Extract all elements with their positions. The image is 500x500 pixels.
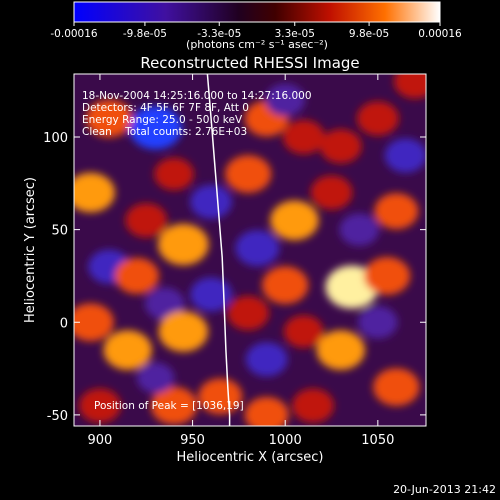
heatmap-field [74,74,426,426]
heatmap-blob [319,129,362,164]
heatmap-blob [227,295,270,331]
heatmap-blob [245,342,288,377]
solar-limb-line [206,74,231,426]
heatmap-blob [292,388,334,423]
annotation-energy: Energy Range: 25.0 - 50.0 keV [82,114,243,126]
heatmap-blob [150,386,198,425]
y-tick-label: -50 [47,409,68,424]
heatmap-blob [358,306,398,339]
heatmap-blob [373,368,420,406]
chart-title: Reconstructed RHESSI Image [140,54,359,72]
heatmap-blob [384,138,426,173]
footer-timestamp: 20-Jun-2013 21:42 [393,483,496,496]
heatmap-blob [198,378,243,415]
heatmap-blob [79,388,121,423]
colorbar-tick-label: 9.8e-05 [349,28,389,40]
heatmap-blob [190,184,232,219]
x-tick-label: 950 [180,433,205,448]
heatmap-blob [158,311,209,352]
colorbar-tick-label: -3.3e-05 [197,28,241,40]
colorbar-tick-label: -9.8e-05 [123,28,167,40]
heatmap-blob [283,315,324,348]
colorbar [73,1,441,23]
heatmap-blob [265,83,306,117]
heatmap-blob [125,203,168,238]
heatmap-blob [374,193,419,230]
colorbar-tick-label: -0.00016 [50,28,98,40]
heatmap-blob [144,287,185,320]
y-axis-label: Heliocentric Y (arcsec) [23,177,38,323]
x-axis-label: Heliocentric X (arcsec) [177,450,324,465]
x-axis-ticks: 900 950 1000 1050 [88,74,394,448]
annotation-time: 18-Nov-2004 14:25:16.000 to 14:27:16.000 [82,90,312,102]
heatmap-blob [310,175,353,210]
y-tick-label: 100 [43,131,68,146]
heatmap-blob [114,257,159,294]
heatmap-blob [190,277,232,312]
heatmap-blob [154,157,194,191]
plot-frame [73,73,427,427]
heatmap-blob [136,362,175,394]
heatmap-blob [339,213,380,246]
x-tick-label: 1050 [361,433,394,448]
peak-position-label: Position of Peak = [1036,19] [94,400,244,412]
heatmap-blob [270,200,319,241]
heatmap-blob [316,330,365,370]
annotation-counts: Clean Total counts: 2.76E+03 [82,126,247,138]
heatmap-blob [225,155,272,193]
heatmap-blob [356,101,399,136]
heatmap-blob [393,74,426,99]
colorbar-tick-label: 3.3e-05 [275,28,315,40]
colorbar-unit-label: (photons cm⁻² s⁻¹ asec⁻²) [186,38,328,51]
heatmap-blob [282,119,325,155]
colorbar-tick-label: 0.00016 [418,28,462,40]
heatmap-blob [74,172,115,213]
x-tick-label: 900 [88,433,113,448]
heatmap-blob [363,257,411,295]
x-tick-label: 1000 [269,433,302,448]
heatmap-blob [103,330,152,370]
y-tick-label: 0 [60,316,68,331]
heatmap-blob [158,223,209,266]
heatmap-blob [74,303,114,342]
colorbar-ticks: -0.00016 -9.8e-05 -3.3e-05 3.3e-05 9.8e-05 0.… [50,22,462,40]
heatmap-blob [244,396,289,426]
heatmap-blob [235,230,280,267]
y-axis-ticks: -50 0 50 100 [43,131,426,424]
heatmap-blob [262,266,309,305]
y-tick-label: 50 [51,224,68,239]
heatmap-blob [129,106,182,150]
annotation-detectors: Detectors: 4F 5F 6F 7F 8F, Att 0 [82,102,249,114]
heatmap-blob [86,99,133,138]
